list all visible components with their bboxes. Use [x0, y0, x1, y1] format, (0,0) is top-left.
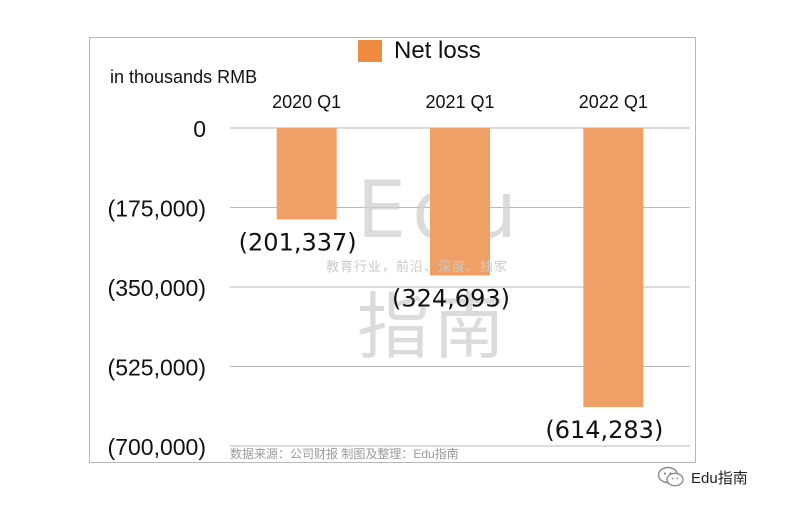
- y-tick-label: 0: [193, 116, 206, 142]
- brand-badge: Edu指南: [657, 466, 748, 488]
- category-label: 2020 Q1: [272, 92, 341, 112]
- data-label: (324,693): [392, 285, 510, 313]
- category-label: 2022 Q1: [579, 92, 648, 112]
- brand-label: Edu指南: [691, 469, 748, 487]
- y-tick-label: (525,000): [108, 355, 206, 381]
- watermark-slogan: 教育行业，前沿、深度、独家: [326, 259, 509, 274]
- bar: [276, 128, 337, 220]
- data-label: (201,337): [239, 228, 357, 256]
- bar: [583, 128, 644, 408]
- y-tick-label: (700,000): [108, 434, 206, 460]
- y-axis-unit-label: in thousands RMB: [110, 67, 258, 87]
- chart-frame: [89, 37, 696, 463]
- legend-swatch: [358, 40, 382, 62]
- source-note: 数据来源：公司财报 制图及整理：Edu指南: [230, 447, 459, 461]
- watermark-cjk: 指南: [357, 285, 509, 369]
- legend-label: Net loss: [394, 37, 481, 64]
- data-label: (614,283): [545, 416, 663, 444]
- bar: [430, 128, 490, 276]
- category-label: 2021 Q1: [425, 92, 494, 112]
- y-tick-label: (350,000): [108, 275, 206, 301]
- y-tick-label: (175,000): [108, 196, 206, 222]
- chart-legend: Net loss: [358, 37, 481, 64]
- wechat-icon: [657, 466, 684, 487]
